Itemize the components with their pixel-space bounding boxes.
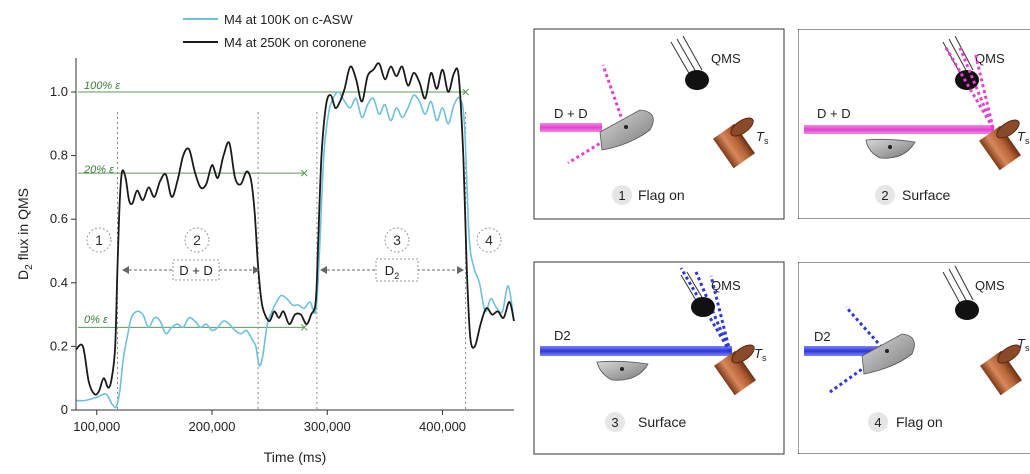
epsilon-end-marker: [300, 323, 308, 331]
series-line-blue: [75, 91, 515, 409]
phase-label-2: 2: [193, 232, 201, 248]
epsilon-label-20: 20% ε: [83, 164, 114, 176]
x-axis-label: Time (ms): [264, 449, 326, 465]
phase-circle-1: [86, 227, 112, 253]
legend-label-black: M4 at 250K on coronene: [224, 35, 366, 50]
qms-label: QMS: [711, 278, 741, 293]
panel-number-circle: [875, 185, 895, 205]
phase-markers: 1 2 3 4: [86, 227, 502, 253]
beam-magenta: [540, 123, 602, 132]
phase-label-1: 1: [95, 232, 103, 248]
flag-icon: [599, 109, 654, 151]
line-chart: M4 at 100K on c-ASW M4 at 250K on corone…: [15, 12, 515, 465]
x-tick-label: 300,000: [304, 419, 351, 434]
qms-label: QMS: [975, 51, 1005, 66]
scatter-rays: [943, 45, 995, 129]
epsilon-end-marker: [462, 88, 469, 96]
dd-label-box: [172, 259, 220, 281]
beam-label: D2: [814, 329, 831, 344]
x-tick-label: 100,000: [73, 419, 120, 434]
phase-circle-4: [476, 227, 502, 253]
flag-icon: [865, 138, 916, 159]
epsilon-labels: 100% ε 20% ε 0% ε: [83, 80, 120, 326]
phase-circle-3: [384, 227, 410, 253]
qms-detector-icon: [680, 271, 715, 317]
legend-label-blue: M4 at 100K on c-ASW: [224, 12, 353, 27]
y-tick-label: 0.4: [50, 275, 68, 290]
epsilon-reference-lines: [78, 88, 469, 331]
x-tick-label: 200,000: [189, 419, 236, 434]
beam-magenta: [804, 125, 994, 134]
scatter-rays: [567, 64, 627, 165]
panel-number-circle: [605, 412, 625, 432]
epsilon-label-0: 0% ε: [84, 314, 108, 326]
panel-number: 4: [874, 415, 881, 430]
surface-cylinder-icon: [979, 119, 1021, 171]
epsilon-end-marker: [300, 169, 308, 177]
phase-circle-2: [184, 227, 210, 253]
y-axis-label: D2 flux in QMS: [15, 188, 35, 280]
panel-2-frame: [798, 29, 1030, 219]
d2-label: D2: [385, 263, 399, 281]
interval-arrows: D + D D2: [122, 258, 464, 282]
flag-icon: [596, 360, 649, 381]
panel-number: 3: [611, 415, 618, 430]
panel-caption: Surface: [902, 187, 950, 203]
ts-label: Ts: [1017, 336, 1030, 353]
panel-1-flag-on: QMS Ts D + D 1 Flag on: [533, 28, 785, 220]
y-tick-label: 1.0: [50, 84, 68, 99]
dd-label: D + D: [179, 263, 213, 278]
panel-number-circle: [868, 412, 888, 432]
phase-label-3: 3: [393, 232, 401, 248]
panel-number-circle: [612, 185, 632, 205]
dd-arrow-head-right: [253, 266, 260, 274]
qms-detector-icon: [670, 35, 709, 90]
qms-label: QMS: [711, 51, 741, 66]
scatter-rays: [829, 306, 888, 394]
panel-number: 2: [881, 188, 888, 203]
d2-arrow-head-left: [320, 266, 327, 274]
y-ticks: 0 0.2 0.4 0.6 0.8 1.0: [50, 84, 76, 417]
d2-label-box: [375, 258, 419, 282]
ts-label: Ts: [756, 129, 769, 146]
y-tick-label: 0: [61, 402, 68, 417]
data-series: [75, 62, 515, 409]
beam-label: D + D: [554, 106, 588, 121]
x-tick-label: 400,000: [419, 419, 466, 434]
series-line-black: [75, 62, 515, 396]
qms-label: QMS: [975, 278, 1005, 293]
y-tick-label: 0.6: [50, 211, 68, 226]
phase-label-4: 4: [485, 232, 493, 248]
ts-label: Ts: [754, 346, 767, 363]
panel-caption: Surface: [638, 414, 686, 430]
surface-cylinder-icon: [713, 117, 755, 169]
x-ticks: 100,000 200,000 300,000 400,000: [73, 410, 466, 434]
panel-number: 1: [618, 188, 625, 203]
panel-4-flag-on: QMS D2 Ts 4 Flag on: [798, 262, 1030, 454]
y-tick-label: 0.2: [50, 338, 68, 353]
flag-icon: [861, 333, 915, 375]
ts-label: Ts: [1017, 129, 1030, 146]
beam-label: D2: [554, 328, 571, 343]
panel-3-surface: QMS D2 Ts 3 Surface: [533, 261, 785, 455]
qms-detector-icon: [942, 265, 979, 320]
beam-blue: [804, 346, 884, 356]
epsilon-label-100: 100% ε: [84, 80, 120, 92]
d2-arrow-head-right: [457, 266, 464, 274]
panel-2-surface: QMS D + D Ts 2 Surface: [798, 29, 1030, 219]
legend: M4 at 100K on c-ASW M4 at 250K on corone…: [183, 12, 366, 50]
panel-caption: Flag on: [638, 187, 685, 203]
dd-arrow-head-left: [122, 266, 129, 274]
beam-blue: [540, 346, 732, 356]
beam-label: D + D: [817, 106, 851, 121]
panel-caption: Flag on: [896, 414, 943, 430]
surface-cylinder-icon: [714, 344, 756, 396]
y-tick-label: 0.8: [50, 148, 68, 163]
surface-cylinder-icon: [980, 344, 1022, 396]
